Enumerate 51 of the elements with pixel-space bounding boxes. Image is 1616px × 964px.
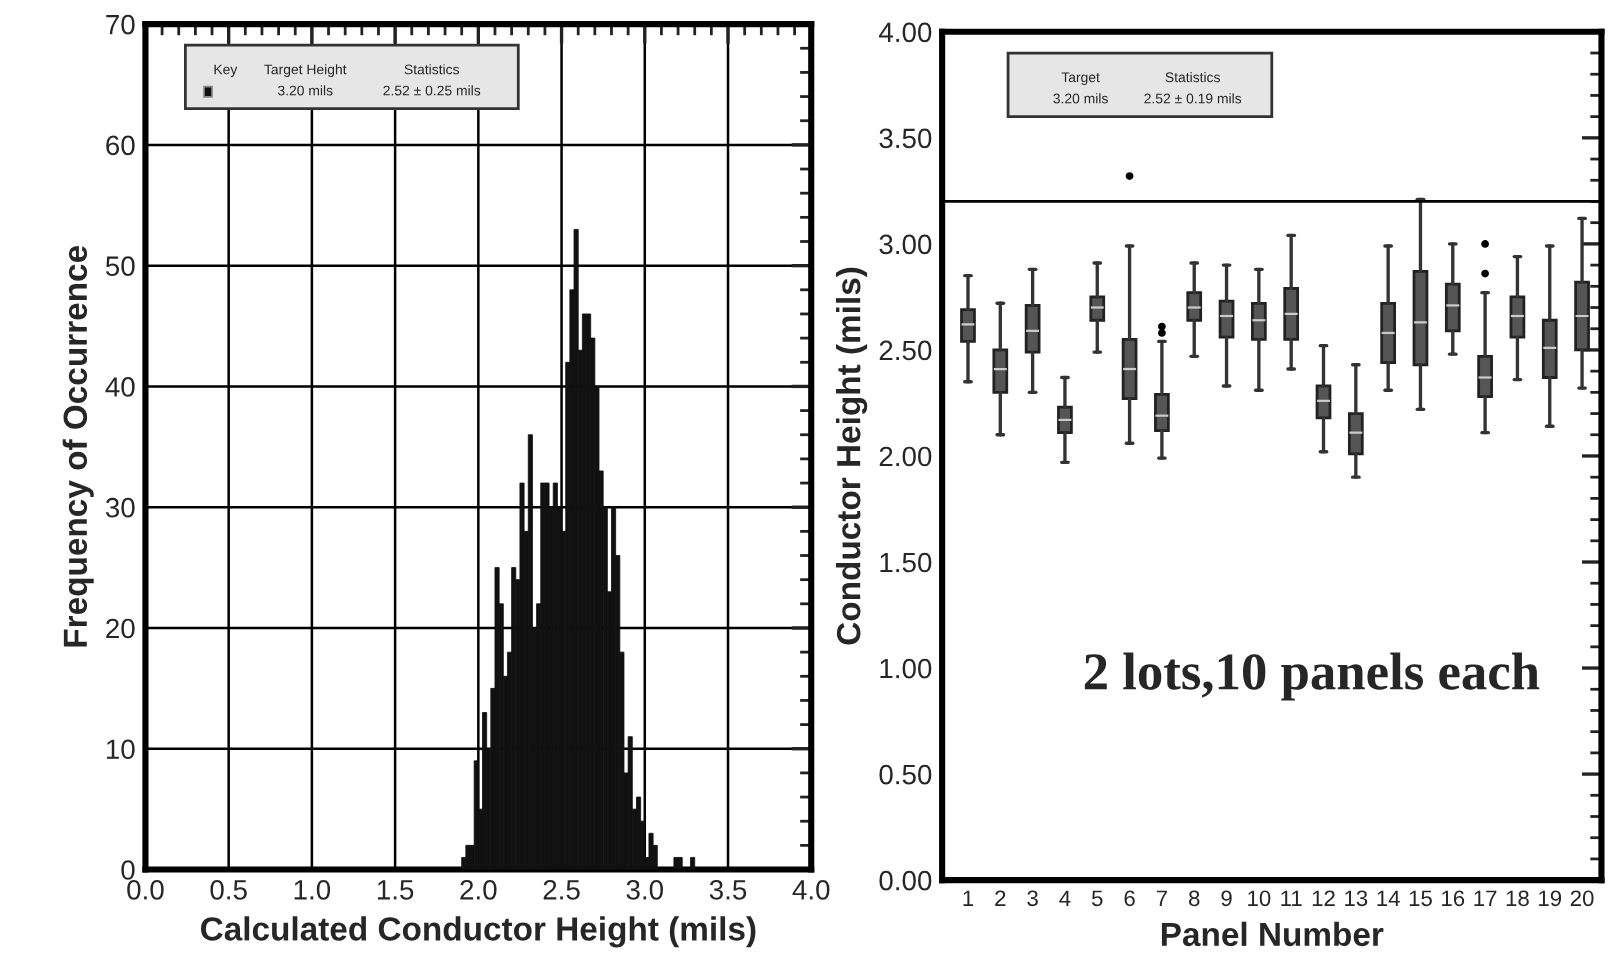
x-tick-label: 4.0 bbox=[792, 879, 830, 900]
y-tick-label: 1.50 bbox=[880, 552, 932, 573]
x-tick-label: 18 bbox=[1506, 890, 1529, 907]
x-tick-label: 3.0 bbox=[626, 879, 664, 900]
x-tick-label: 2.5 bbox=[543, 879, 580, 900]
y-tick-label: 20 bbox=[106, 618, 135, 639]
y-tick-label: 10 bbox=[106, 739, 135, 760]
x-tick-label: 19 bbox=[1539, 890, 1562, 907]
x-tick-label: 16 bbox=[1442, 890, 1465, 907]
y-tick-label: 3.50 bbox=[879, 128, 932, 149]
x-tick-label: 0.0 bbox=[127, 879, 164, 900]
y-tick-label: 60 bbox=[106, 135, 135, 156]
x-tick-label: 0.5 bbox=[210, 879, 247, 900]
x-tick-label: 10 bbox=[1248, 890, 1271, 907]
y-tick-label: 2.00 bbox=[879, 446, 932, 467]
x-tick-label: 2.0 bbox=[460, 879, 497, 900]
y-axis-title: Conductor Height (mils) bbox=[836, 267, 868, 645]
x-tick-label: 1 bbox=[963, 890, 974, 906]
x-tick-label: 3 bbox=[1027, 890, 1038, 907]
y-tick-label: 4.00 bbox=[878, 22, 932, 43]
x-tick-label: 11 bbox=[1281, 890, 1302, 906]
x-tick-label: 15 bbox=[1409, 890, 1432, 907]
x-tick-label: 9 bbox=[1221, 890, 1232, 907]
x-axis-title: Calculated Conductor Height (mils) bbox=[201, 916, 756, 948]
y-tick-label: 3.00 bbox=[879, 234, 932, 255]
x-tick-label: 5 bbox=[1091, 890, 1103, 907]
x-tick-label: 1.0 bbox=[294, 879, 331, 900]
y-tick-label: 30 bbox=[105, 497, 135, 518]
x-tick-label: 3.5 bbox=[709, 879, 747, 900]
x-tick-label: 4 bbox=[1059, 890, 1071, 906]
y-axis-title: Frequency of Occurrence bbox=[62, 246, 94, 647]
x-tick-label: 14 bbox=[1377, 890, 1400, 906]
x-tick-label: 8 bbox=[1189, 890, 1200, 907]
x-tick-label: 17 bbox=[1474, 890, 1497, 906]
x-axis-title: Panel Number bbox=[1161, 921, 1384, 947]
y-tick-label: 2.50 bbox=[879, 340, 932, 361]
y-tick-label: 0 bbox=[121, 860, 135, 880]
y-tick-label: 1.00 bbox=[880, 658, 932, 679]
annotation: 2 lots,10 panels each bbox=[1084, 652, 1540, 701]
x-tick-label: 2 bbox=[995, 890, 1006, 906]
y-tick-label: 50 bbox=[105, 256, 135, 276]
x-tick-label: 6 bbox=[1124, 890, 1135, 907]
x-tick-label: 7 bbox=[1156, 890, 1167, 906]
x-tick-label: 20 bbox=[1570, 890, 1594, 907]
x-tick-label: 1.5 bbox=[377, 880, 414, 900]
y-tick-label: 0.50 bbox=[879, 764, 932, 785]
x-tick-label: 12 bbox=[1312, 890, 1335, 906]
y-tick-label: 0.00 bbox=[879, 870, 932, 891]
x-tick-label: 13 bbox=[1345, 890, 1368, 907]
y-tick-label: 40 bbox=[105, 377, 135, 397]
y-tick-label: 70 bbox=[106, 14, 135, 35]
